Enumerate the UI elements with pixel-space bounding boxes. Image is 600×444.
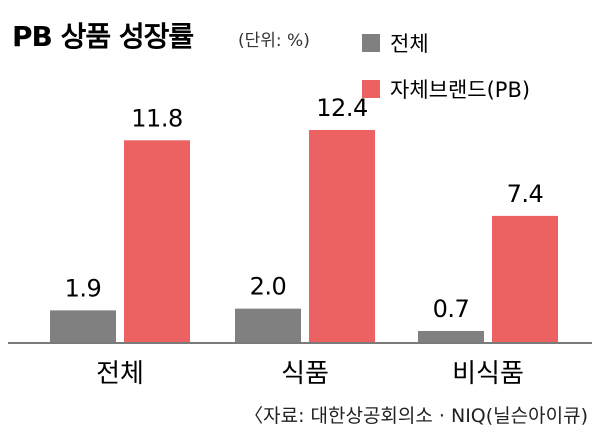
legend-swatch-pb xyxy=(362,80,380,98)
data-label-pb-0: 11.8 xyxy=(131,104,182,132)
bar-pb-1 xyxy=(309,130,375,343)
source-note: 〈자료: 대한상공회의소 · NIQ(닐슨아이큐) xyxy=(244,405,588,427)
category-label-0: 전체 xyxy=(96,359,144,389)
bar-overall-1 xyxy=(235,308,301,343)
chart-title: PB 상품 성장률 xyxy=(12,20,193,53)
bar-overall-0 xyxy=(50,310,116,343)
category-label-2: 비식품 xyxy=(452,359,524,389)
data-label-overall-0: 1.9 xyxy=(65,274,102,302)
bar-pb-2 xyxy=(492,215,558,343)
legend-swatch-overall xyxy=(362,34,380,52)
category-label-1: 식품 xyxy=(281,359,329,389)
data-label-pb-1: 12.4 xyxy=(316,94,367,122)
bars-group: 1.9 11.8 전체 2.0 12.4 식품 0.7 7.4 비식품 xyxy=(50,94,558,389)
legend-label-pb: 자체브랜드(PB) xyxy=(390,78,530,102)
data-label-pb-2: 7.4 xyxy=(507,180,544,208)
legend-label-overall: 전체 xyxy=(390,32,429,56)
data-label-overall-2: 0.7 xyxy=(433,295,470,323)
data-label-overall-1: 2.0 xyxy=(250,273,287,301)
unit-label: (단위: %) xyxy=(238,31,310,51)
bar-pb-0 xyxy=(124,140,190,343)
bar-overall-2 xyxy=(418,330,484,343)
